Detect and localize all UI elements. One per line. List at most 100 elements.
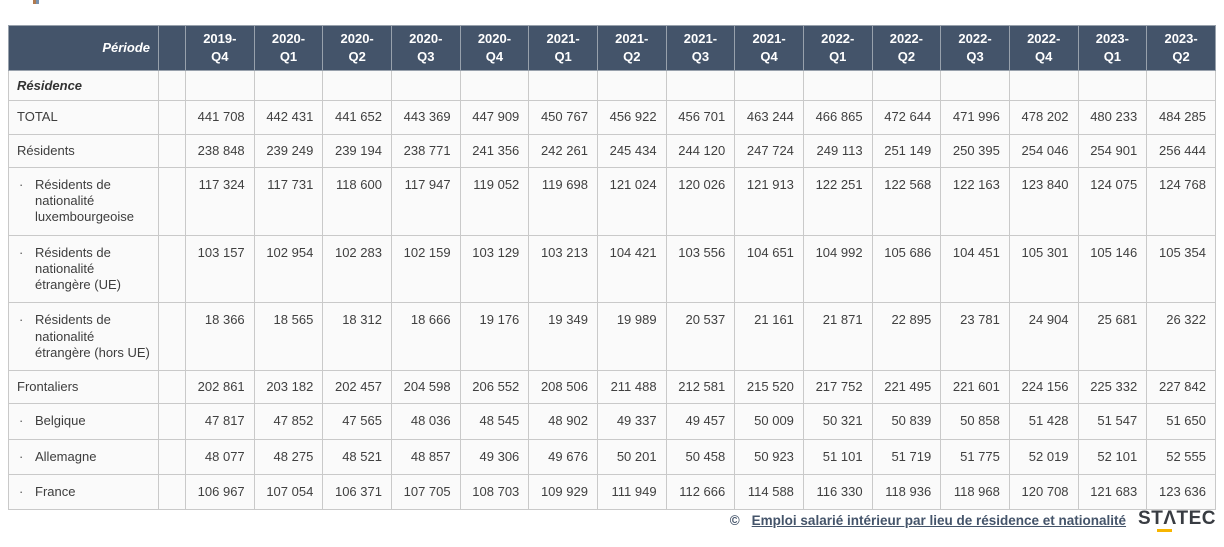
- value-cell: 51 547: [1077, 403, 1148, 440]
- row-label: Résidence: [17, 78, 83, 93]
- footer: © Emploi salarié intérieur par lieu de r…: [730, 509, 1216, 532]
- value-cell: 114 588: [734, 473, 804, 511]
- value-cell: 51 719: [871, 438, 942, 475]
- row-label: Belgique: [35, 413, 86, 429]
- table-row: · Allemagne 48 077 48 275 48 521 48 857 49 306…: [8, 438, 1216, 475]
- spacer-cell: [158, 234, 186, 304]
- value-cell: 441 708: [185, 100, 255, 135]
- table-row: · Résidents de nationalité étrangère (hor…: [8, 302, 1216, 371]
- row-label-cell: Résidents: [8, 133, 159, 168]
- row-label-cell: · Résidents de nationalité étrangère (UE): [8, 234, 159, 304]
- value-cell: 50 458: [665, 438, 736, 475]
- value-cell: [665, 69, 736, 102]
- value-cell: [1146, 69, 1216, 102]
- period-column-header: 2020- Q3: [390, 25, 461, 71]
- table-row: TOTAL 441 708 442 431 441 652 443 369 447 909…: [8, 100, 1216, 135]
- value-cell: [185, 69, 255, 102]
- period-column-header: 2020- Q2: [322, 25, 392, 71]
- value-cell: 250 395: [940, 133, 1010, 168]
- value-cell: 107 705: [390, 473, 461, 511]
- value-cell: 478 202: [1008, 100, 1079, 135]
- value-cell: 47 565: [322, 403, 392, 440]
- value-cell: 224 156: [1008, 369, 1079, 405]
- value-cell: 120 026: [665, 166, 736, 236]
- source-link[interactable]: Emploi salarié intérieur par lieu de rés…: [751, 513, 1127, 528]
- period-column-header: 2021- Q2: [596, 25, 667, 71]
- row-label-cell: · Belgique: [8, 403, 159, 440]
- value-cell: 116 330: [802, 473, 873, 511]
- value-cell: 105 686: [871, 234, 942, 304]
- value-cell: 50 201: [596, 438, 667, 475]
- value-cell: 122 163: [940, 166, 1010, 236]
- value-cell: 472 644: [871, 100, 942, 135]
- period-column-header: 2020- Q1: [253, 25, 324, 71]
- value-cell: 480 233: [1077, 100, 1148, 135]
- spacer-cell: [158, 438, 186, 475]
- header-row: Période 2019- Q4 2020- Q1 2020- Q2 2020- Q3 2020…: [8, 25, 1216, 71]
- value-cell: 121 913: [734, 166, 804, 236]
- value-cell: 102 283: [322, 234, 392, 304]
- value-cell: 111 949: [596, 473, 667, 511]
- value-cell: 247 724: [734, 133, 804, 168]
- value-cell: [253, 69, 324, 102]
- value-cell: 215 520: [734, 369, 804, 405]
- value-cell: 49 306: [459, 438, 530, 475]
- value-cell: 241 356: [459, 133, 530, 168]
- period-column-header: 2019- Q4: [185, 25, 255, 71]
- value-cell: 225 332: [1077, 369, 1148, 405]
- row-label: Résidents de nationalité étrangère (UE): [35, 244, 121, 293]
- statec-logo-accent: [1157, 529, 1173, 532]
- row-label: Résidents: [17, 142, 75, 158]
- value-cell: 442 431: [253, 100, 324, 135]
- value-cell: 112 666: [665, 473, 736, 511]
- row-label: Résidents de nationalité luxembourgeoise: [35, 176, 135, 225]
- row-label-cell: · Allemagne: [8, 438, 159, 475]
- bullet-icon: ·: [19, 176, 24, 192]
- value-cell: 48 902: [528, 403, 598, 440]
- value-cell: [734, 69, 804, 102]
- value-cell: 484 285: [1146, 100, 1216, 135]
- value-cell: 119 698: [528, 166, 598, 236]
- value-cell: 103 129: [459, 234, 530, 304]
- row-label: TOTAL: [17, 109, 58, 125]
- table-row: Résidence: [8, 69, 1216, 102]
- period-column-header: 2023- Q1: [1077, 25, 1148, 71]
- value-cell: 221 601: [940, 369, 1010, 405]
- value-cell: 208 506: [528, 369, 598, 405]
- value-cell: 204 598: [390, 369, 461, 405]
- value-cell: 23 781: [940, 302, 1010, 371]
- value-cell: 49 457: [665, 403, 736, 440]
- value-cell: 105 354: [1146, 234, 1216, 304]
- statec-logo: STΛTEC: [1138, 509, 1216, 532]
- value-cell: [596, 69, 667, 102]
- employment-data-table: Période 2019- Q4 2020- Q1 2020- Q2 2020- Q3 2020…: [8, 25, 1216, 511]
- value-cell: [528, 69, 598, 102]
- period-column-header: 2020- Q4: [459, 25, 530, 71]
- value-cell: 443 369: [390, 100, 461, 135]
- value-cell: 51 428: [1008, 403, 1079, 440]
- value-cell: 212 581: [665, 369, 736, 405]
- value-cell: 48 857: [390, 438, 461, 475]
- spacer-cell: [158, 369, 186, 405]
- value-cell: 49 676: [528, 438, 598, 475]
- value-cell: 202 861: [185, 369, 255, 405]
- value-cell: 211 488: [596, 369, 667, 405]
- value-cell: 24 904: [1008, 302, 1079, 371]
- value-cell: 51 775: [940, 438, 1010, 475]
- value-cell: 256 444: [1146, 133, 1216, 168]
- period-column-header: 2022- Q4: [1008, 25, 1079, 71]
- value-cell: 118 968: [940, 473, 1010, 511]
- value-cell: 123 636: [1146, 473, 1216, 511]
- value-cell: [459, 69, 530, 102]
- table-row: · Résidents de nationalité étrangère (UE)…: [8, 234, 1216, 304]
- table-row: Résidents 238 848 239 249 239 194 238 771 241…: [8, 133, 1216, 168]
- row-label-cell: Frontaliers: [8, 369, 159, 405]
- value-cell: 18 666: [390, 302, 461, 371]
- value-cell: 104 992: [802, 234, 873, 304]
- value-cell: [1077, 69, 1148, 102]
- value-cell: 244 120: [665, 133, 736, 168]
- value-cell: 50 923: [734, 438, 804, 475]
- table-row: · France 106 967 107 054 106 371 107 705 108 7…: [8, 473, 1216, 511]
- value-cell: 105 146: [1077, 234, 1148, 304]
- value-cell: 123 840: [1008, 166, 1079, 236]
